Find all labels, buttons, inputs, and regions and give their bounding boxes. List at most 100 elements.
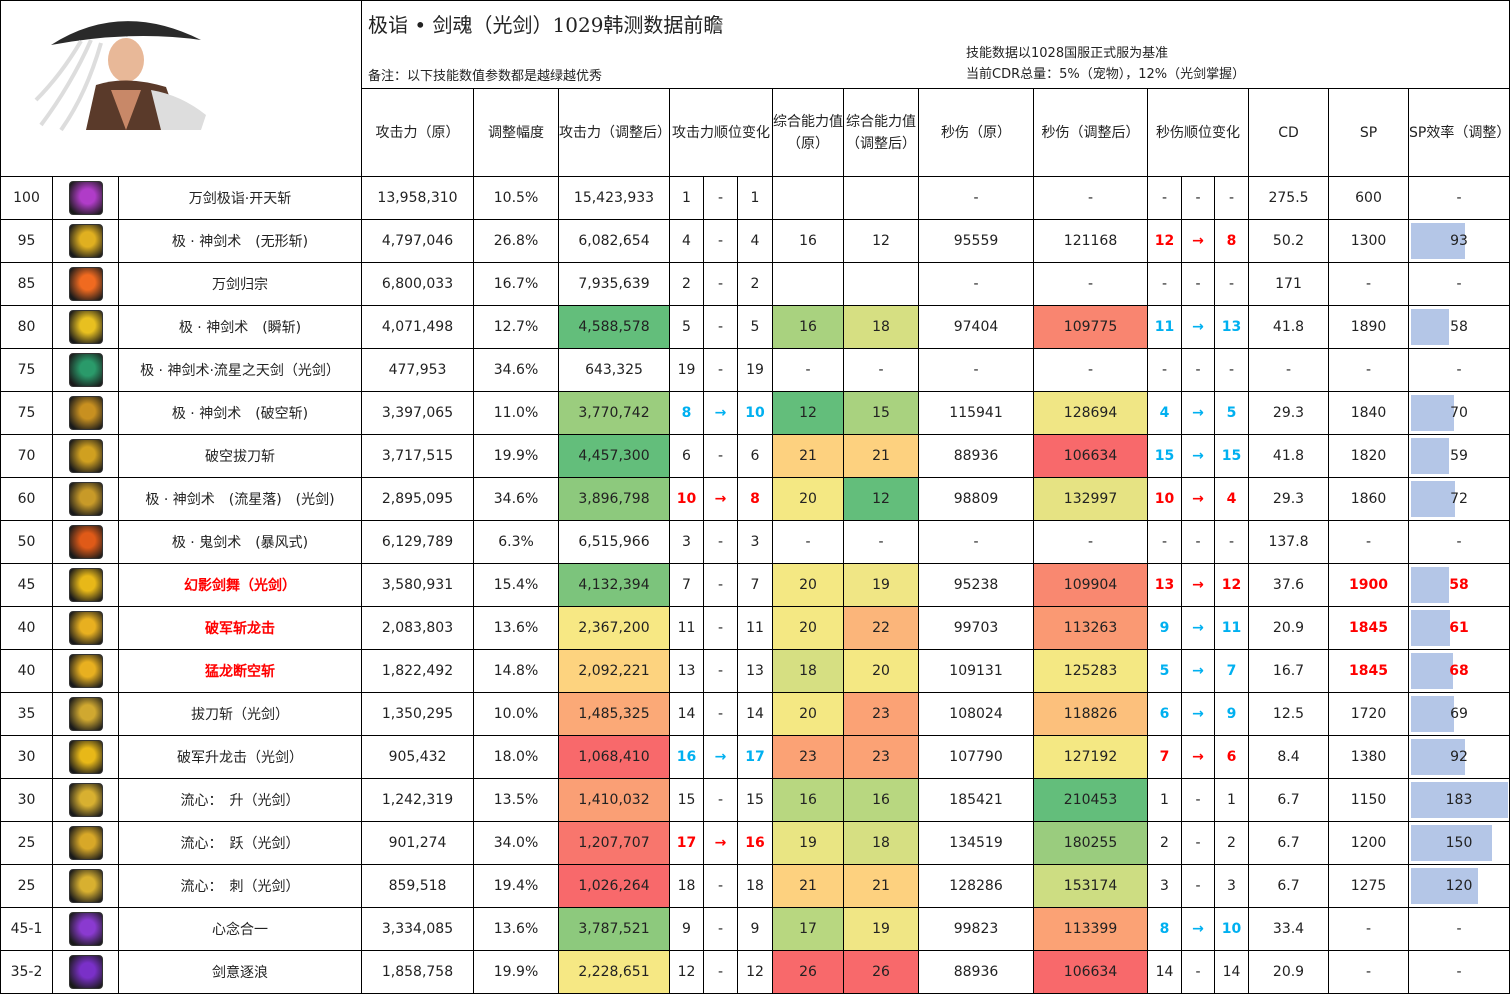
table-row: 25 流心： 刺（光剑） 859,518 19.4% 1,026,264 18-18 21 2… — [0, 864, 1510, 908]
capability-adjusted: 20 — [843, 649, 920, 693]
atk-rank-arrow: - — [703, 176, 739, 220]
skill-icon-cell — [52, 606, 119, 650]
dps-original: 99703 — [918, 606, 1035, 650]
skill-name: 极 · 神剑术 (瞬斩) — [117, 305, 363, 349]
dps-rank-after: 8 — [1214, 219, 1250, 263]
sp-efficiency-bar — [1411, 395, 1455, 431]
sp-cost: 1845 — [1328, 649, 1410, 693]
capability-original: 20 — [772, 477, 845, 521]
capability-adjusted: - — [843, 348, 920, 392]
sp-cost: 600 — [1328, 176, 1410, 220]
sp-efficiency-bar — [1411, 868, 1479, 904]
skill-icon-cell — [52, 262, 119, 306]
capability-adjusted: 23 — [843, 735, 920, 779]
table-row: 35-2 剑意逐浪 1,858,758 19.9% 2,228,651 12-12 26 26… — [0, 950, 1510, 994]
sp-efficiency-value: 58 — [1450, 319, 1468, 335]
page-title: 极诣 • 剑魂（光剑）1029韩测数据前瞻 — [368, 13, 724, 37]
atk-rank-before: 14 — [669, 692, 705, 736]
capability-original: 20 — [772, 563, 845, 607]
cooldown: 171 — [1248, 262, 1330, 306]
atk-adjusted: 4,132,394 — [558, 563, 671, 607]
skill-icon-cell — [52, 305, 119, 349]
skill-name: 猛龙断空斩 — [117, 649, 363, 693]
atk-rank-before: 13 — [669, 649, 705, 693]
dps-rank-arrow: - — [1181, 262, 1216, 306]
sp-efficiency-value: 92 — [1450, 749, 1468, 765]
skill-name: 破空拔刀斩 — [117, 434, 363, 478]
skill-icon-cell — [52, 477, 119, 521]
atk-rank-before: 6 — [669, 434, 705, 478]
dps-adjusted: 118826 — [1033, 692, 1149, 736]
header-dps: 秒伤（原） — [918, 88, 1035, 177]
sp-efficiency: 58 — [1408, 305, 1510, 349]
dps-rank-arrow: → — [1181, 391, 1216, 435]
sp-efficiency-value: - — [1456, 190, 1462, 206]
sp-efficiency-bar — [1411, 653, 1454, 689]
atk-rank-after: 14 — [737, 692, 774, 736]
sp-efficiency-value: - — [1456, 921, 1462, 937]
skill-level: 40 — [0, 649, 53, 693]
adjust-ratio: 19.9% — [473, 950, 560, 994]
dps-rank-arrow: → — [1181, 649, 1216, 693]
dps-rank-after: 9 — [1214, 692, 1250, 736]
sp-efficiency-value: 61 — [1449, 620, 1469, 636]
sp-cost: 1900 — [1328, 563, 1410, 607]
dps-rank-arrow: → — [1181, 563, 1216, 607]
dps-adjusted: 153174 — [1033, 864, 1149, 908]
skill-level: 45-1 — [0, 907, 53, 951]
dps-adjusted: 127192 — [1033, 735, 1149, 779]
skill-name: 剑意逐浪 — [117, 950, 363, 994]
skill-icon-cell — [52, 649, 119, 693]
atk-rank-before: 10 — [669, 477, 705, 521]
dps-rank-arrow: → — [1181, 434, 1216, 478]
atk-rank-arrow: - — [703, 606, 739, 650]
dps-rank-after: 6 — [1214, 735, 1250, 779]
sp-efficiency-bar — [1411, 481, 1456, 517]
skill-name: 流心： 升（光剑） — [117, 778, 363, 822]
sp-efficiency: 70 — [1408, 391, 1510, 435]
dps-adjusted: 106634 — [1033, 434, 1149, 478]
dps-original: 185421 — [918, 778, 1035, 822]
capability-adjusted: 22 — [843, 606, 920, 650]
dps-adjusted: 109775 — [1033, 305, 1149, 349]
dps-rank-arrow: - — [1181, 950, 1216, 994]
skill-name: 幻影剑舞（光剑） — [117, 563, 363, 607]
dps-original: - — [918, 176, 1035, 220]
dps-original: 134519 — [918, 821, 1035, 865]
sp-efficiency-bar — [1411, 438, 1450, 474]
cooldown: 275.5 — [1248, 176, 1330, 220]
atk-rank-before: 8 — [669, 391, 705, 435]
atk-rank-after: 16 — [737, 821, 774, 865]
header-cd: CD — [1248, 88, 1330, 177]
sp-cost: 1380 — [1328, 735, 1410, 779]
table-row: 30 破军升龙击（光剑） 905,432 18.0% 1,068,410 16 → 17 23 2… — [0, 735, 1510, 779]
capability-original: - — [772, 348, 845, 392]
cooldown: 20.9 — [1248, 950, 1330, 994]
dps-rank-before: 15 — [1147, 434, 1183, 478]
sp-efficiency-value: - — [1456, 276, 1462, 292]
cooldown: 20.9 — [1248, 606, 1330, 650]
atk-adjusted: 3,770,742 — [558, 391, 671, 435]
capability-adjusted: 12 — [843, 219, 920, 263]
dps-rank-before: 11 — [1147, 305, 1183, 349]
dps-rank-arrow: → — [1181, 907, 1216, 951]
atk-original: 1,242,319 — [361, 778, 475, 822]
atk-rank-arrow: - — [703, 907, 739, 951]
table-row: 80 极 · 神剑术 (瞬斩) 4,071,498 12.7% 4,588,578 5-5… — [0, 305, 1510, 349]
header-atk2: 攻击力（调整后） — [558, 88, 671, 177]
atk-rank-after: 10 — [737, 391, 774, 435]
atk-original: 3,717,515 — [361, 434, 475, 478]
atk-rank-after: 11 — [737, 606, 774, 650]
skill-level: 75 — [0, 348, 53, 392]
basis-line: 技能数据以1028国服正式服为基准 — [966, 46, 1169, 61]
sp-efficiency: 120 — [1408, 864, 1510, 908]
skill-level: 80 — [0, 305, 53, 349]
sp-efficiency: - — [1408, 907, 1510, 951]
dps-rank-arrow: → — [1181, 477, 1216, 521]
skill-icon-cell — [52, 176, 119, 220]
skill-icon-cell — [52, 821, 119, 865]
capability-original: 20 — [772, 606, 845, 650]
dps-rank-before: 12 — [1147, 219, 1183, 263]
dps-original: 88936 — [918, 434, 1035, 478]
table-row: 75 极 · 神剑术·流星之天剑（光剑） 477,953 34.6% 643,325 19… — [0, 348, 1510, 392]
